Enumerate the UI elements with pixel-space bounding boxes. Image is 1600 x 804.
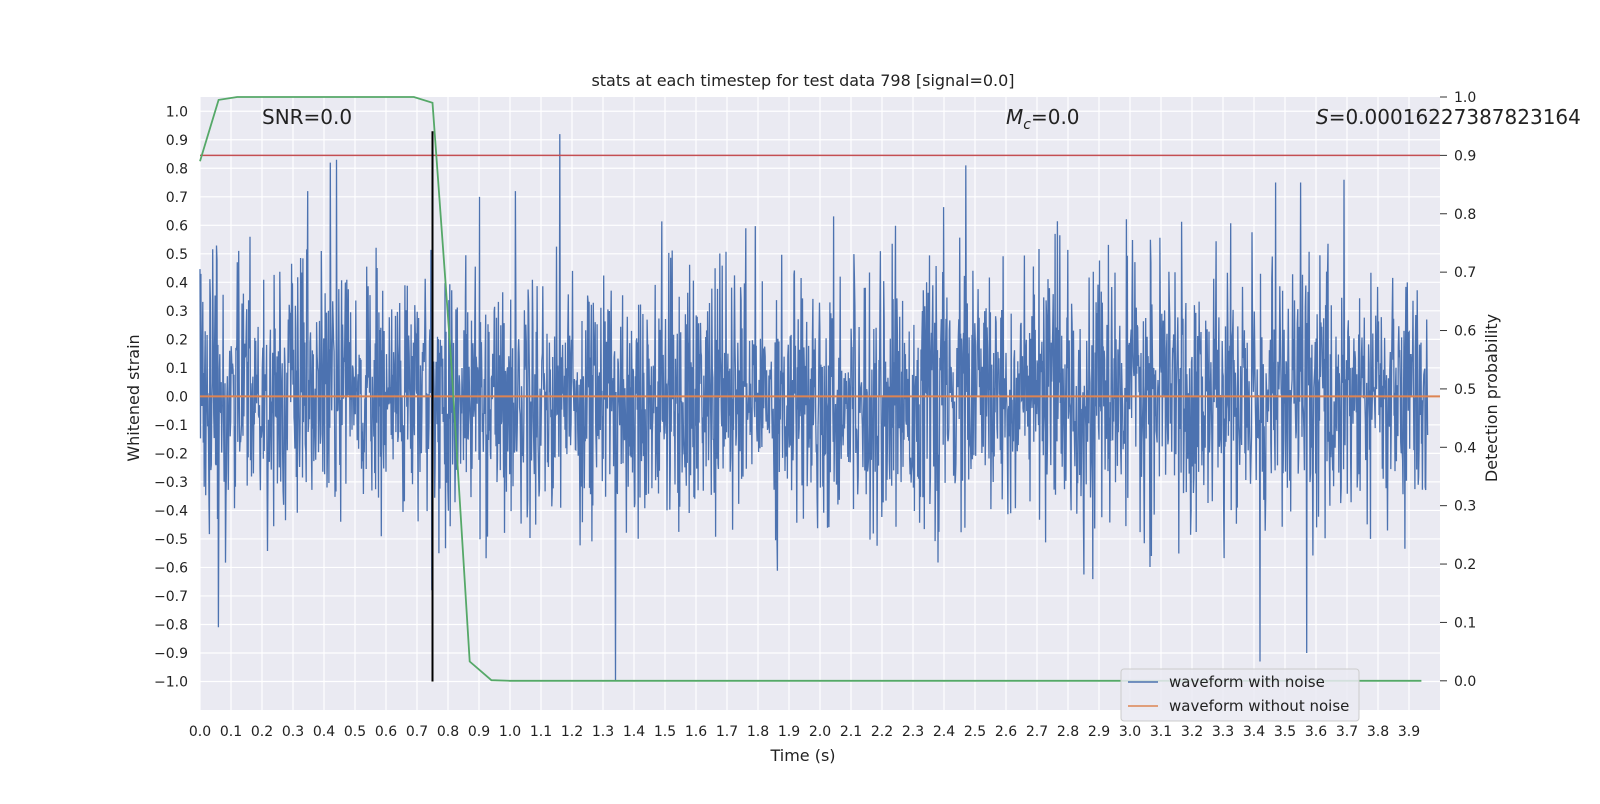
- y-tick-label: −1.0: [154, 674, 188, 690]
- x-tick-label: 3.4: [1243, 724, 1265, 740]
- right-y-tick-label: 0.3: [1454, 499, 1476, 515]
- y-tick-label: −0.5: [154, 532, 188, 548]
- x-tick-label: 3.0: [1119, 724, 1141, 740]
- noise-trace: [199, 134, 1429, 682]
- annotation-s-symbol: S: [1316, 105, 1329, 129]
- y-tick-label: 0.1: [166, 361, 188, 377]
- right-y-tick-labels: 0.0 0.1 0.2 0.3 0.4 0.5 0.6 0.7 0.8 0.9 1.0: [1440, 90, 1476, 690]
- x-tick-label: 0.7: [406, 724, 428, 740]
- y-tick-label: 0.9: [166, 133, 188, 149]
- x-tick-label: 2.0: [809, 724, 831, 740]
- y-tick-label: 0.7: [166, 190, 188, 206]
- annotation-chirp-mass: Mc=0.0: [1006, 105, 1080, 133]
- y-tick-label: −0.9: [154, 646, 188, 662]
- legend-label-clean: waveform without noise: [1169, 697, 1349, 715]
- annotation-mc-symbol: M: [1006, 105, 1023, 129]
- x-tick-label: 0.9: [468, 724, 490, 740]
- right-y-tick-label: 0.9: [1454, 148, 1476, 164]
- x-axis-label: Time (s): [769, 746, 835, 765]
- right-y-tick-label: 0.7: [1454, 265, 1476, 281]
- annotation-s-value: =0.00016227387823164: [1329, 105, 1581, 129]
- y-tick-label: 0.0: [166, 389, 188, 405]
- right-y-tick-label: 0.6: [1454, 324, 1476, 340]
- x-tick-label: 1.1: [530, 724, 552, 740]
- right-y-tick-label: 0.0: [1454, 674, 1476, 690]
- x-tick-label: 3.6: [1305, 724, 1327, 740]
- x-tick-label: 1.9: [778, 724, 800, 740]
- y-tick-label: −0.4: [154, 503, 188, 519]
- x-tick-label: 0.2: [251, 724, 273, 740]
- y-tick-label: −0.3: [154, 475, 188, 491]
- legend-box: [1120, 668, 1360, 722]
- right-y-tick-label: 0.8: [1454, 207, 1476, 223]
- y-tick-label: −0.6: [154, 560, 188, 576]
- right-y-tick-label: 0.2: [1454, 557, 1476, 573]
- annotation-mc-subscript: c: [1023, 117, 1031, 133]
- y-tick-label: −0.2: [154, 446, 188, 462]
- annotation-s: S=0.00016227387823164: [1316, 105, 1581, 129]
- x-tick-label: 1.6: [685, 724, 707, 740]
- x-tick-label: 2.5: [964, 724, 986, 740]
- annotation-mc-value: =0.0: [1031, 105, 1080, 129]
- x-tick-label: 0.1: [220, 724, 242, 740]
- x-tick-label: 3.3: [1212, 724, 1234, 740]
- y-tick-label: −0.8: [154, 617, 188, 633]
- x-tick-label: 1.5: [654, 724, 676, 740]
- x-tick-labels: 0.0 0.1 0.2 0.3 0.4 0.5 0.6 0.7 0.8 0.9 1.0 1.1 1.2 1…: [189, 724, 1420, 740]
- chart-title: stats at each timestep for test data 798…: [591, 71, 1014, 90]
- y-tick-label: 0.8: [166, 161, 188, 177]
- x-tick-label: 3.9: [1398, 724, 1420, 740]
- x-tick-label: 3.1: [1150, 724, 1172, 740]
- x-tick-label: 2.6: [995, 724, 1017, 740]
- x-tick-label: 0.5: [344, 724, 366, 740]
- legend: waveform with noise waveform without noi…: [1120, 668, 1360, 722]
- x-tick-label: 1.4: [623, 724, 645, 740]
- y-tick-label: 1.0: [166, 104, 188, 120]
- x-tick-label: 3.8: [1367, 724, 1389, 740]
- x-tick-label: 3.7: [1336, 724, 1358, 740]
- x-tick-label: 0.4: [313, 724, 335, 740]
- right-y-tick-label: 0.4: [1454, 440, 1476, 456]
- series-waveform-with-noise: [199, 134, 1429, 682]
- x-tick-label: 2.8: [1057, 724, 1079, 740]
- y-tick-label: 0.6: [166, 218, 188, 234]
- annotation-snr: SNR=0.0: [262, 105, 352, 129]
- y-tick-labels: 1.0 0.9 0.8 0.7 0.6 0.5 0.4 0.3 0.2 0.1 0.0 −0.1 −0.…: [154, 104, 188, 690]
- x-tick-label: 2.1: [840, 724, 862, 740]
- x-tick-label: 2.2: [871, 724, 893, 740]
- x-tick-label: 1.3: [592, 724, 614, 740]
- x-tick-label: 1.8: [747, 724, 769, 740]
- x-tick-label: 2.7: [1026, 724, 1048, 740]
- series-detection-probability: [199, 96, 1422, 682]
- right-y-tick-label: 0.5: [1454, 382, 1476, 398]
- x-tick-label: 3.5: [1274, 724, 1296, 740]
- right-y-tick-label: 0.1: [1454, 615, 1476, 631]
- right-y-tick-label: 1.0: [1454, 90, 1476, 106]
- x-tick-label: 2.9: [1088, 724, 1110, 740]
- x-tick-label: 1.7: [716, 724, 738, 740]
- y-tick-label: −0.1: [154, 418, 188, 434]
- x-tick-label: 0.6: [375, 724, 397, 740]
- x-tick-label: 0.8: [437, 724, 459, 740]
- x-tick-label: 2.4: [933, 724, 955, 740]
- x-tick-label: 3.2: [1181, 724, 1203, 740]
- x-tick-label: 2.3: [902, 724, 924, 740]
- legend-label-noise: waveform with noise: [1169, 673, 1325, 691]
- y-tick-label: −0.7: [154, 589, 188, 605]
- x-tick-label: 0.3: [282, 724, 304, 740]
- y-tick-label: 0.2: [166, 332, 188, 348]
- y-tick-label: 0.4: [166, 275, 188, 291]
- x-tick-label: 1.0: [499, 724, 521, 740]
- y-axis-label: Whitened strain: [124, 334, 143, 461]
- y-tick-label: 0.5: [166, 247, 188, 263]
- y-tick-label: 0.3: [166, 304, 188, 320]
- right-y-axis-label: Detection probability: [1482, 314, 1501, 482]
- x-tick-label: 0.0: [189, 724, 211, 740]
- x-tick-label: 1.2: [561, 724, 583, 740]
